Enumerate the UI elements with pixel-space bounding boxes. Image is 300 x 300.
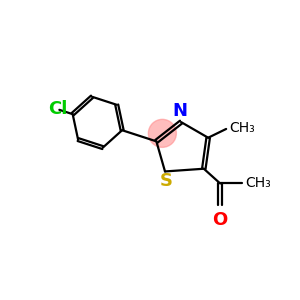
Circle shape: [148, 119, 176, 147]
Text: CH₃: CH₃: [245, 176, 271, 190]
Text: O: O: [212, 212, 228, 230]
Text: S: S: [160, 172, 172, 190]
Text: Cl: Cl: [48, 100, 67, 118]
Text: CH₃: CH₃: [229, 121, 255, 135]
Text: N: N: [172, 102, 188, 120]
